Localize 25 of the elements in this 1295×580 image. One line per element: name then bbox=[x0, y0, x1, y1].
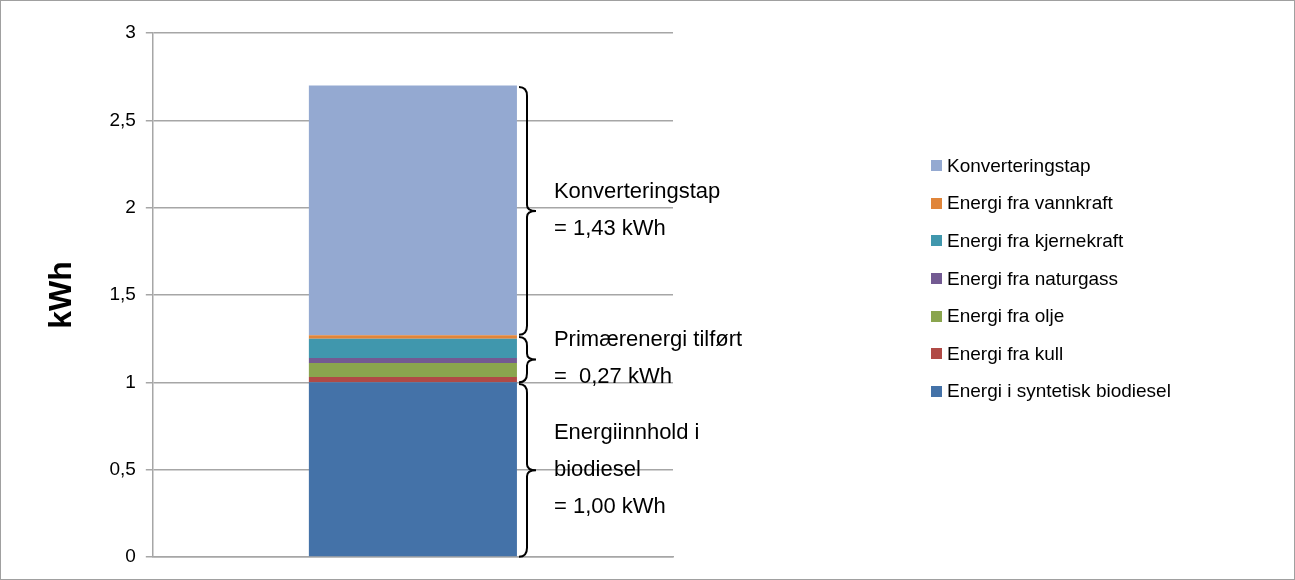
y-tick-label: 2 bbox=[125, 195, 136, 217]
y-tick-label: 1 bbox=[125, 370, 136, 392]
legend-label: Energi fra olje bbox=[947, 305, 1065, 328]
annotation: Konverteringstap = 1,43 kWh bbox=[553, 177, 721, 240]
bar bbox=[308, 338, 517, 358]
y-tick-label: 1,5 bbox=[109, 283, 136, 305]
legend-label: Energi fra kull bbox=[947, 342, 1064, 365]
annotation: Primærenergi tilført = 0,27 kWh bbox=[553, 326, 743, 389]
bar bbox=[308, 363, 517, 378]
y-tick-label: 2,5 bbox=[109, 108, 136, 130]
bar bbox=[308, 357, 517, 364]
legend-label: Energi fra naturgass bbox=[947, 267, 1119, 290]
legend-label: Energi fra kjernekraft bbox=[947, 229, 1124, 252]
y-tick-label: 3 bbox=[125, 21, 136, 43]
y-axis-title: kWh bbox=[42, 261, 79, 329]
legend-label: Konverteringstap bbox=[947, 154, 1091, 177]
bar bbox=[308, 335, 517, 339]
legend-label: Energi i syntetisk biodiesel bbox=[947, 380, 1171, 403]
y-tick-label: 0 bbox=[125, 545, 136, 567]
bar bbox=[308, 85, 517, 336]
bar bbox=[308, 377, 517, 383]
legend-label: Energi fra vannkraft bbox=[947, 192, 1113, 215]
annotation: Energiinnhold i biodiesel = 1,00 kWh bbox=[553, 418, 700, 518]
bar bbox=[308, 382, 517, 557]
y-tick-label: 0,5 bbox=[109, 457, 136, 479]
